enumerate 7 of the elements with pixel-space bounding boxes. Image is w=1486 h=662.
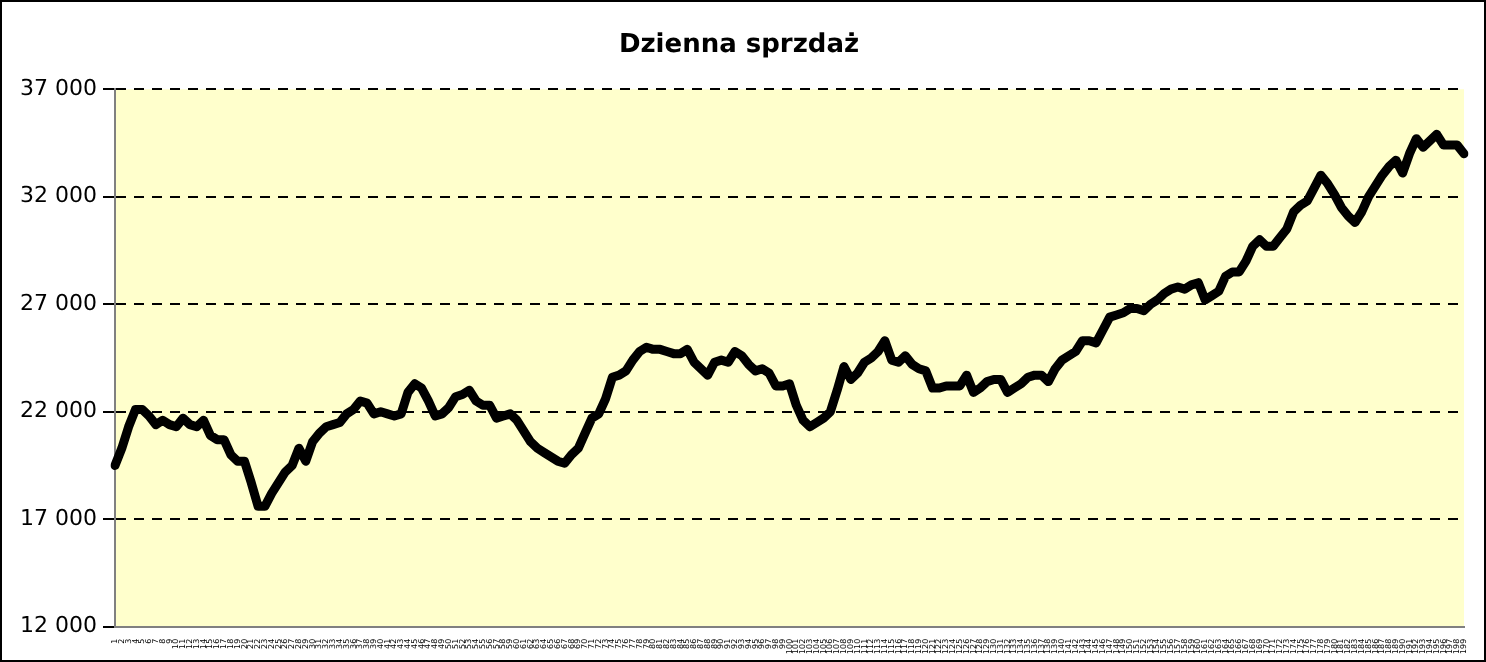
y-tick-label: 37 000	[19, 74, 97, 101]
y-tick-label: 27 000	[19, 289, 97, 316]
chart-title: Dzienna sprzdaż	[618, 30, 860, 61]
y-tick-label: 22 000	[19, 397, 97, 424]
y-tick-label: 32 000	[19, 182, 97, 209]
y-tick-label: 17 000	[19, 504, 97, 531]
y-tick-label: 12 000	[19, 612, 97, 639]
